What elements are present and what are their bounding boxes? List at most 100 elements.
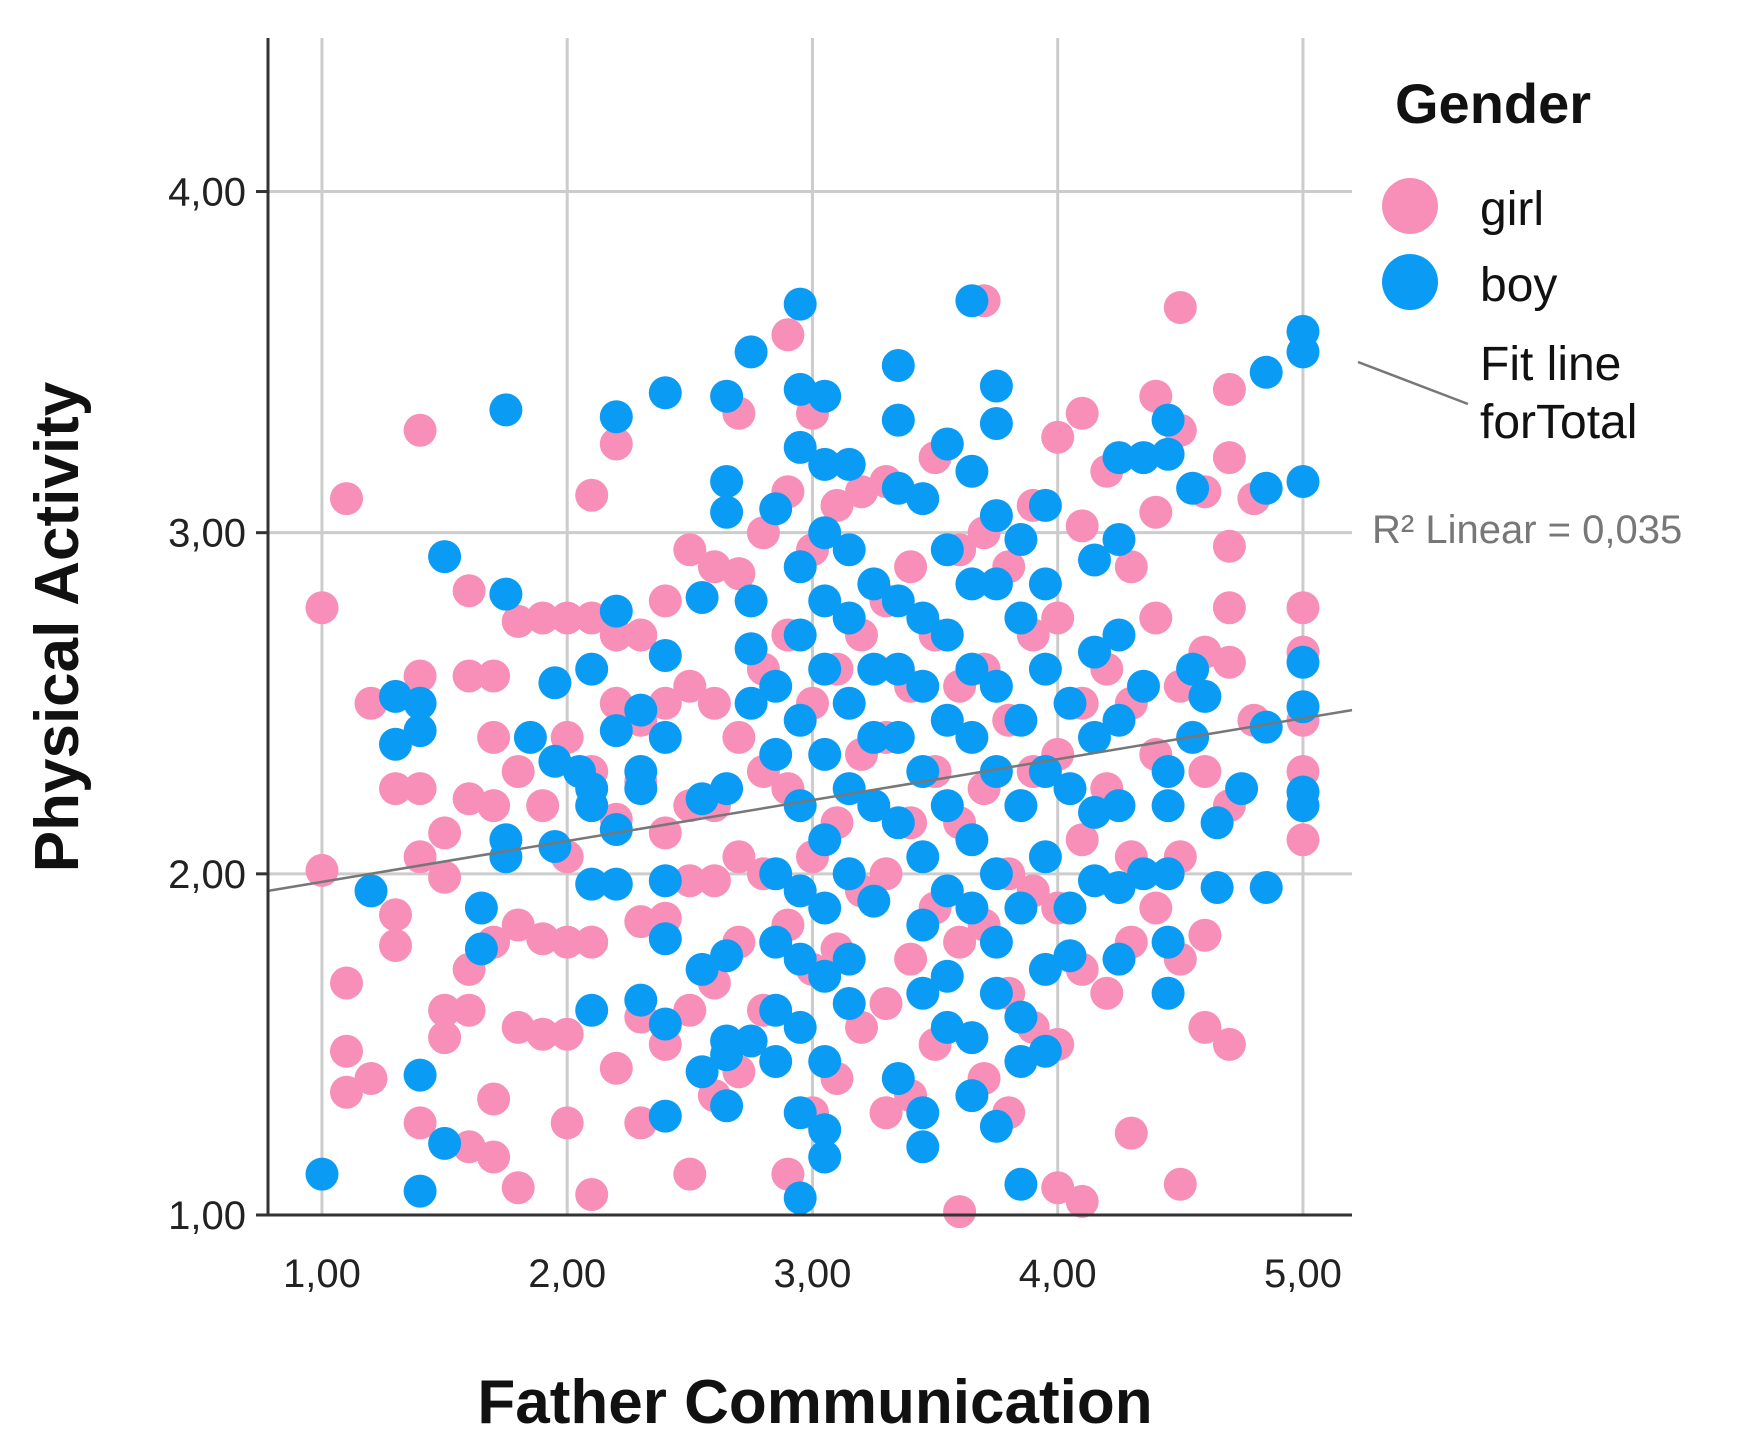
y-tick-label: 3,00 [168,512,246,556]
girl-point [1041,601,1075,635]
boy-point [710,465,744,498]
boy-point [1286,690,1320,724]
boy-point [624,772,658,806]
girl-point [330,966,363,1000]
boy-point [759,492,793,526]
x-tick-labels: 1,00 2,00 3,00 4,00 5,00 [283,1252,1342,1296]
boy-point [906,1130,940,1164]
boy-point [710,772,744,806]
boy-point [575,993,609,1027]
boy-point [906,908,940,942]
girl-point [869,857,903,891]
boy-point [783,1010,817,1044]
girl-point [1139,495,1173,529]
boy-point [1151,789,1185,823]
boy-point [808,516,842,550]
boy-point [1249,471,1283,505]
girl-point [673,669,707,703]
boy-point [1004,1000,1038,1034]
girl-point [526,922,560,956]
boy-point [1004,789,1038,823]
y-tick-label: 1,00 [168,1194,246,1238]
boy-point [648,1007,682,1041]
boy-point [710,1089,744,1123]
boy-point [979,1109,1013,1143]
boy-point [955,720,989,754]
boy-point [538,666,572,700]
girl-point [550,601,584,635]
girl-point [894,942,928,976]
boy-point [734,584,768,618]
boy-point [759,737,793,771]
boy-point [808,584,842,618]
girl-point [624,905,658,939]
girl-point [501,755,535,788]
girl-point [722,557,756,591]
boy-point [403,686,437,720]
girl-point [501,604,535,638]
girl-point [330,1034,363,1068]
boy-point [1102,789,1136,823]
girl-point [550,1106,584,1140]
boy-point [1053,686,1087,720]
boy-point [648,864,682,898]
girl-point [403,413,437,447]
boy-point [1176,471,1210,505]
boy-point [599,594,633,628]
boy-point [955,454,989,488]
girl-point [428,993,462,1027]
boy-point [599,714,633,748]
boy-point [1078,543,1111,577]
boy-point [1286,789,1320,823]
boy-point [1151,857,1185,891]
boy-point [783,618,817,652]
boy-point [881,720,915,754]
boy-point [1151,976,1185,1010]
boy-point [759,1045,793,1078]
boy-point [857,789,891,823]
boy-point [955,284,989,318]
boy-point [1028,488,1062,522]
boy-point [1286,645,1320,679]
girl-point [305,591,339,625]
boy-point [979,499,1013,533]
boy-point [979,567,1013,601]
boy-point [930,618,964,652]
girl-point [1065,823,1099,857]
boy-point [1127,669,1160,703]
boy-point [881,349,915,382]
boy-point [648,639,682,672]
x-tick-label: 3,00 [774,1252,852,1296]
r-squared-label: R² Linear = 0,035 [1372,508,1682,552]
boy-point [808,1045,842,1078]
boy-point [1004,703,1038,737]
girl-point [575,1178,609,1211]
boy-point [1102,441,1136,475]
boy-point [832,601,866,635]
girl-point [575,925,609,959]
boy-point [955,1079,989,1113]
girl-point [1114,1116,1148,1150]
boy-point [930,533,964,567]
boy-point [403,1058,437,1092]
boy-point [1127,857,1160,891]
boy-point [1004,1167,1038,1201]
girl-point [501,1171,535,1205]
girl-point [673,533,707,567]
girl-point [428,816,462,850]
girl-point [305,853,339,887]
boy-point [1249,355,1283,389]
boy-point [832,447,866,481]
girl-point [869,1096,903,1130]
legend-fit-line-swatch [1357,360,1469,406]
boy-point [379,727,412,761]
boy-point [881,806,915,840]
girl-point [452,574,486,608]
girl-point [354,1062,388,1095]
girl-point [550,1017,584,1051]
boy-point [1028,952,1062,986]
boy-point [783,287,817,321]
girl-point [1212,529,1246,563]
boy-point [832,857,866,891]
